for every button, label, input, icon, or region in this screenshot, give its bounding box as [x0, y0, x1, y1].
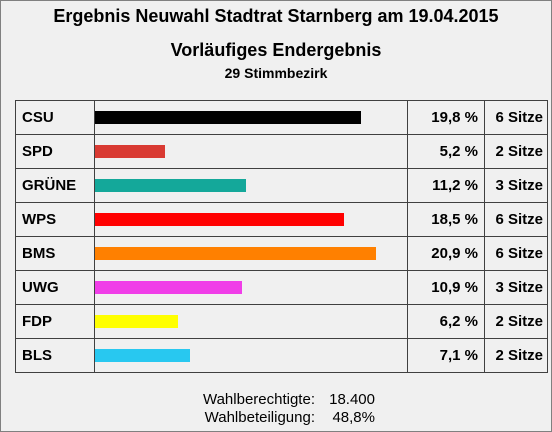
seats-label: 2 Sitze: [484, 134, 548, 169]
turnout-label: Wahlbeteiligung:: [204, 409, 315, 426]
party-label: BMS: [15, 236, 95, 271]
seats-label: 6 Sitze: [484, 236, 548, 271]
party-label: FDP: [15, 304, 95, 339]
bar: [95, 348, 190, 362]
party-label: CSU: [15, 100, 95, 135]
party-label: SPD: [15, 134, 95, 169]
bar-cell: [94, 270, 408, 305]
percent-label: 11,2 %: [407, 168, 485, 203]
table-row: CSU 19,8 % 6 Sitze: [15, 100, 548, 135]
seats-label: 3 Sitze: [484, 168, 548, 203]
seats-label: 2 Sitze: [484, 304, 548, 339]
eligible-label: Wahlberechtigte:: [202, 391, 315, 408]
party-label: GRÜNE: [15, 168, 95, 203]
party-label: WPS: [15, 202, 95, 237]
percent-label: 10,9 %: [407, 270, 485, 305]
bar-cell: [94, 100, 408, 135]
bar-cell: [94, 168, 408, 203]
bar-cell: [94, 304, 408, 339]
bar: [95, 314, 178, 328]
turnout-row: Wahlbeteiligung: 48,8%: [1, 409, 551, 429]
seats-label: 2 Sitze: [484, 338, 548, 373]
table-row: BMS 20,9 % 6 Sitze: [15, 236, 548, 271]
bar: [95, 246, 376, 260]
percent-label: 20,9 %: [407, 236, 485, 271]
bar: [95, 280, 242, 294]
party-label: UWG: [15, 270, 95, 305]
percent-label: 6,2 %: [407, 304, 485, 339]
percent-label: 7,1 %: [407, 338, 485, 373]
table-row: FDP 6,2 % 2 Sitze: [15, 304, 548, 339]
bar: [95, 178, 246, 192]
page-title: Ergebnis Neuwahl Stadtrat Starnberg am 1…: [53, 6, 499, 26]
result-subtitle: Vorläufiges Endergebnis: [170, 40, 382, 60]
bar-cell: [94, 202, 408, 237]
bar: [95, 110, 361, 124]
table-row: UWG 10,9 % 3 Sitze: [15, 270, 548, 305]
bar: [95, 144, 165, 158]
results-table: CSU 19,8 % 6 Sitze SPD 5,2 % 2 Sitze GRÜNE 11,2…: [15, 100, 548, 373]
seats-label: 6 Sitze: [484, 202, 548, 237]
percent-label: 5,2 %: [407, 134, 485, 169]
table-row: BLS 7,1 % 2 Sitze: [15, 338, 548, 373]
percent-label: 19,8 %: [407, 100, 485, 135]
table-row: GRÜNE 11,2 % 3 Sitze: [15, 168, 548, 203]
party-label: BLS: [15, 338, 95, 373]
table-row: SPD 5,2 % 2 Sitze: [15, 134, 548, 169]
turnout-value: 48,8%: [332, 409, 375, 426]
seats-label: 3 Sitze: [484, 270, 548, 305]
bar-cell: [94, 134, 408, 169]
bar-cell: [94, 338, 408, 373]
district-count: 29 Stimmbezirk: [224, 65, 328, 81]
seats-label: 6 Sitze: [484, 100, 548, 135]
table-row: WPS 18,5 % 6 Sitze: [15, 202, 548, 237]
bar: [95, 212, 344, 226]
bar-cell: [94, 236, 408, 271]
eligible-row: Wahlberechtigte: 18.400: [1, 391, 551, 411]
percent-label: 18,5 %: [407, 202, 485, 237]
eligible-value: 18.400: [329, 391, 375, 408]
